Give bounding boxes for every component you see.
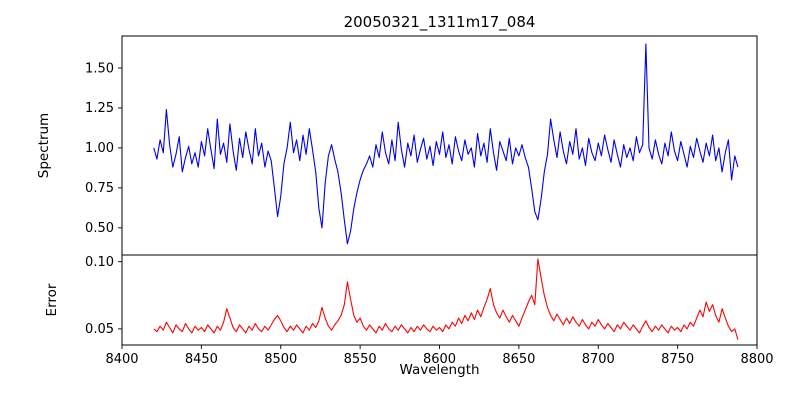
svg-text:0.05: 0.05	[85, 322, 114, 337]
svg-text:1.50: 1.50	[85, 61, 114, 76]
svg-text:8800: 8800	[740, 352, 773, 367]
svg-text:0.75: 0.75	[85, 181, 114, 196]
error-xticks: 8400 8450 8500 8550 8600 8650 8700 8750 8800	[105, 345, 774, 367]
svg-text:8500: 8500	[264, 352, 297, 367]
svg-text:0.50: 0.50	[85, 221, 114, 236]
xlabel: Wavelength	[399, 362, 479, 378]
chart-title: 20050321_1311m17_084	[344, 13, 536, 32]
spectrum-yticks: 0.50 0.75 1.00 1.25 1.50	[85, 61, 122, 236]
svg-text:8650: 8650	[502, 352, 535, 367]
svg-text:0.10: 0.10	[85, 255, 114, 270]
svg-text:1.25: 1.25	[85, 101, 114, 116]
error-axes	[121, 254, 758, 346]
svg-text:8400: 8400	[105, 352, 138, 367]
svg-text:8450: 8450	[185, 352, 218, 367]
svg-text:8550: 8550	[344, 352, 377, 367]
svg-text:8600: 8600	[423, 352, 456, 367]
svg-text:8700: 8700	[582, 352, 615, 367]
svg-text:1.00: 1.00	[85, 141, 114, 156]
error-line	[153, 258, 739, 340]
error-ylabel: Error	[44, 283, 60, 316]
spectrum-line	[153, 43, 739, 245]
spectrum-ylabel: Spectrum	[36, 113, 52, 178]
error-yticks: 0.05 0.10	[85, 255, 122, 337]
svg-text:8750: 8750	[661, 352, 694, 367]
